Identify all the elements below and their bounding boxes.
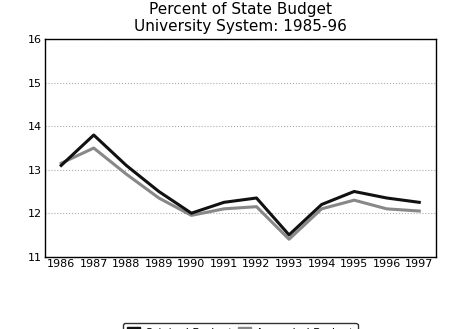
Title: Percent of State Budget
University System: 1985-96: Percent of State Budget University Syste…	[134, 2, 347, 34]
Legend: Original Budget, Amended Budget: Original Budget, Amended Budget	[123, 323, 358, 329]
